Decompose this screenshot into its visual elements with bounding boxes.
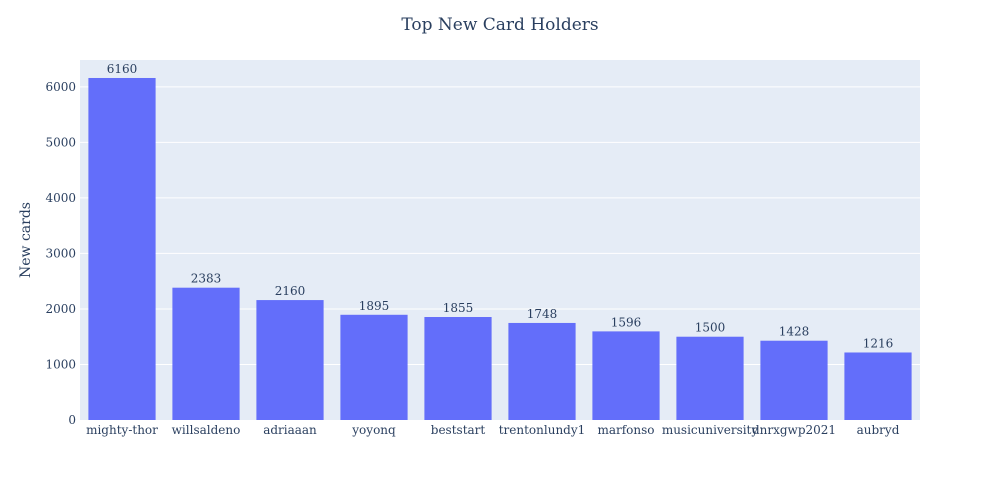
y-tick-label: 6000 <box>45 80 76 94</box>
bar-marfonso[interactable] <box>592 331 660 420</box>
bar-yoyonq[interactable] <box>340 314 408 420</box>
x-tick-label: marfonso <box>597 423 654 437</box>
bar-value-label: 1895 <box>359 299 390 313</box>
bars <box>88 77 912 421</box>
bar-mighty-thor[interactable] <box>88 77 156 421</box>
bar-dnrxgwp2021[interactable] <box>760 340 828 420</box>
bar-value-label: 1596 <box>611 315 642 329</box>
bar-value-label: 2383 <box>191 272 222 286</box>
chart-title: Top New Card Holders <box>401 15 598 35</box>
y-tick-label: 0 <box>68 413 76 427</box>
y-tick-label: 5000 <box>45 135 76 149</box>
x-tick-label: dnrxgwp2021 <box>752 423 836 437</box>
y-tick-label: 2000 <box>45 302 76 316</box>
bar-value-label: 1855 <box>443 301 474 315</box>
bar-value-label: 6160 <box>107 62 138 76</box>
bar-labels: 6160 2383 2160 1895 1855 1748 1596 1500 1428 1216 <box>107 62 894 350</box>
y-tick-label: 3000 <box>45 246 76 260</box>
x-axis-ticks: mighty-thor willsaldeno adriaaan yoyonq best… <box>86 423 900 437</box>
x-tick-label: aubryd <box>857 423 900 437</box>
bar-beststart[interactable] <box>424 317 492 420</box>
bar-musicuniversity[interactable] <box>676 336 744 420</box>
bar-aubryd[interactable] <box>844 352 912 420</box>
bar-value-label: 1500 <box>695 321 726 335</box>
y-axis-label: New cards <box>18 202 34 278</box>
bar-value-label: 1748 <box>527 307 558 321</box>
x-tick-label: yoyonq <box>351 423 396 437</box>
bar-adriaaan[interactable] <box>256 300 324 420</box>
x-tick-label: adriaaan <box>263 423 317 437</box>
y-tick-label: 1000 <box>45 357 76 371</box>
x-tick-label: willsaldeno <box>172 423 241 437</box>
x-tick-label: musicuniversity <box>662 423 759 437</box>
bar-willsaldeno[interactable] <box>172 287 240 420</box>
y-tick-label: 4000 <box>45 191 76 205</box>
bar-trentonlundy1[interactable] <box>508 322 576 420</box>
bar-value-label: 2160 <box>275 284 306 298</box>
x-tick-label: trentonlundy1 <box>499 423 586 437</box>
x-tick-label: beststart <box>431 423 486 437</box>
bar-value-label: 1216 <box>863 336 894 350</box>
x-tick-label: mighty-thor <box>86 423 158 437</box>
y-axis-ticks: 0 1000 2000 3000 4000 5000 6000 <box>45 80 76 427</box>
bar-value-label: 1428 <box>779 325 810 339</box>
